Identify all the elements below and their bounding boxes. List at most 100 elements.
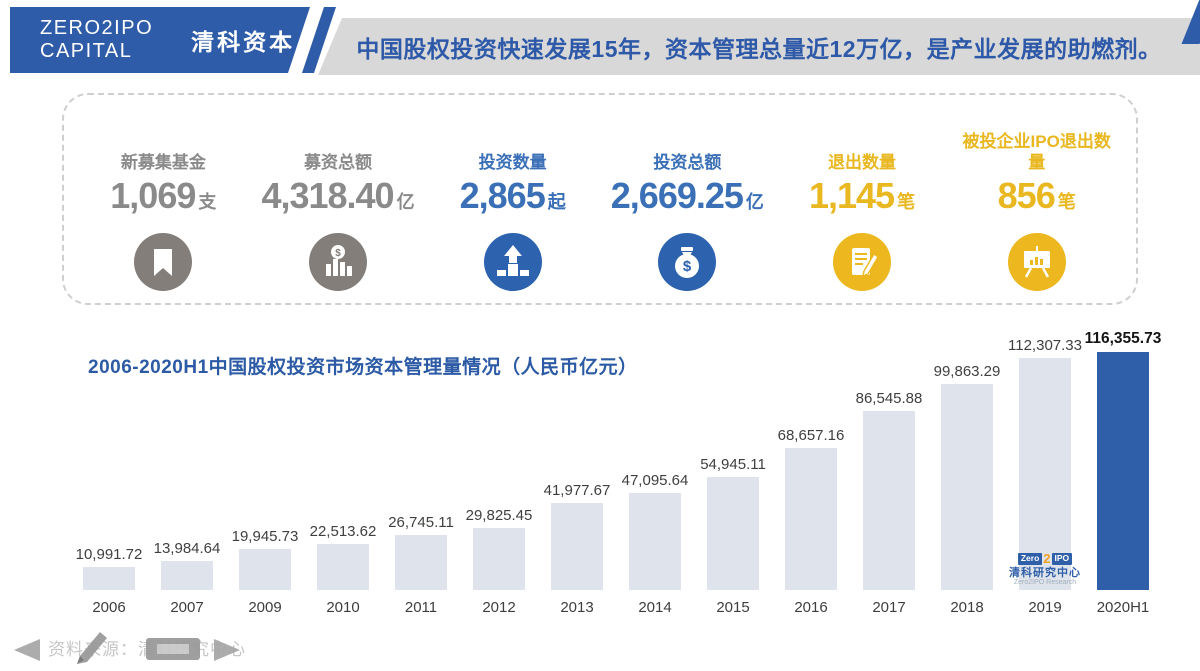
stat-label: 投资数量 xyxy=(478,152,547,172)
next-slide-arrow-icon[interactable] xyxy=(214,639,240,661)
stat-fundraising-total: 募资总额 4,318.40 亿 $ xyxy=(251,119,426,303)
stat-label: 募资总额 xyxy=(304,152,372,172)
chart-column: 47,095.64 2014 xyxy=(616,330,694,616)
bar-value-label: 10,991.72 xyxy=(75,546,143,563)
chart-column: 10,991.72 2006 xyxy=(70,330,148,616)
stat-investment-count: 投资数量 2,865 起 xyxy=(425,119,600,303)
research-logo-english: Zero2IPO Research xyxy=(1013,579,1077,587)
chart-bar xyxy=(239,549,291,590)
stat-unit: 起 xyxy=(547,192,566,212)
stat-number: 2,669.25 亿 xyxy=(611,175,764,217)
zero2ipo-logo: ZERO2IPO CAPITAL 清科资本 xyxy=(10,7,310,73)
logo-line2: CAPITAL xyxy=(40,40,133,62)
chart-title: 2006-2020H1中国股权投资市场资本管理量情况（人民币亿元） xyxy=(88,357,638,378)
chart-bar xyxy=(629,493,681,590)
chart-column: 54,945.11 2015 xyxy=(694,330,772,616)
stat-label: 退出数量 xyxy=(828,152,897,172)
contract-pen-icon xyxy=(833,233,892,296)
chart-bar xyxy=(317,544,369,590)
chart-bar xyxy=(941,384,993,590)
screen-tool-inner xyxy=(157,644,189,654)
bar-value-label: 29,825.45 xyxy=(465,507,533,524)
chart-bar xyxy=(707,477,759,590)
stat-unit: 笔 xyxy=(1057,192,1076,212)
chart-bar xyxy=(395,535,447,590)
bar-value-label: 26,745.11 xyxy=(388,514,454,531)
chart-bar xyxy=(473,528,525,590)
x-axis-tick-label: 2014 xyxy=(638,599,672,616)
key-stats-panel: 新募集基金 1,069 支 募资总额 4,318.40 亿 xyxy=(62,93,1138,305)
x-axis-tick-label: 2016 xyxy=(794,599,828,616)
stat-new-funds: 新募集基金 1,069 支 xyxy=(76,119,251,303)
capital-management-bar-chart: 10,991.72 2006 13,984.64 2007 19,945.73 2009 2… xyxy=(70,330,1162,630)
stat-number: 4,318.40 亿 xyxy=(261,175,414,217)
svg-text:$: $ xyxy=(683,258,692,275)
research-logo-badges: Zero 2 IPO xyxy=(1000,550,1090,566)
chart-bar xyxy=(161,561,213,590)
stat-unit: 亿 xyxy=(745,192,764,212)
chart-column: 26,745.11 2011 xyxy=(382,330,460,616)
chart-bar xyxy=(83,567,135,590)
stat-value: 2,669.25 xyxy=(610,175,744,216)
bar-value-label: 19,945.73 xyxy=(231,528,299,545)
chart-column: 41,977.67 2013 xyxy=(538,330,616,616)
stat-unit: 亿 xyxy=(396,192,415,212)
x-axis-tick-label: 2010 xyxy=(326,599,360,616)
bar-value-label: 41,977.67 xyxy=(543,482,611,499)
bar-value-label: 47,095.64 xyxy=(621,472,689,489)
research-logo-part: IPO xyxy=(1051,553,1073,565)
chart-bar: Zero 2 IPO 清科研究中心 Zero2IPO Research xyxy=(1009,358,1080,590)
x-axis-tick-label: 2007 xyxy=(170,599,204,616)
chart-column: 13,984.64 2007 xyxy=(148,330,226,616)
bookmark-icon xyxy=(134,233,193,296)
stat-label: 新募集基金 xyxy=(120,152,206,172)
chart-column: 19,945.73 2009 xyxy=(226,330,304,616)
logo-chinese: 清科资本 xyxy=(191,29,296,55)
chart-column: 86,545.88 2017 xyxy=(850,330,928,616)
svg-text:$: $ xyxy=(335,248,341,259)
research-logo-part: Zero xyxy=(1017,553,1043,565)
x-axis-tick-label: 2012 xyxy=(482,599,516,616)
x-axis-tick-label: 2013 xyxy=(560,599,594,616)
stat-unit: 支 xyxy=(198,192,217,212)
stat-number: 1,145 笔 xyxy=(809,175,915,217)
x-axis-tick-label: 2009 xyxy=(248,599,282,616)
chart-bar xyxy=(863,411,915,590)
logo-line1: ZERO2IPO xyxy=(40,17,154,39)
bar-value-label: 86,545.88 xyxy=(855,390,923,407)
chart-bar xyxy=(551,503,603,590)
pen-tool-icon[interactable] xyxy=(72,626,122,671)
x-axis-tick-label: 2011 xyxy=(404,599,438,616)
stat-ipo-exit-count: 被投企业IPO退出数量 856 笔 xyxy=(949,119,1124,303)
x-axis-tick-label: 2019 xyxy=(1028,599,1062,616)
stat-value: 1,069 xyxy=(110,175,196,216)
stat-number: 1,069 支 xyxy=(110,175,216,217)
stat-exit-count: 退出数量 1,145 笔 xyxy=(775,119,950,303)
stat-unit: 笔 xyxy=(897,192,916,212)
bar-value-label: 13,984.64 xyxy=(153,540,221,557)
money-bag-icon: $ xyxy=(658,233,717,296)
chart-column: 68,657.16 2016 xyxy=(772,330,850,616)
chart-column: 112,307.33 Zero 2 IPO 清科研究中心 Zero2IPO Researc… xyxy=(1006,330,1084,616)
bar-value-label: 54,945.11 xyxy=(700,456,766,473)
x-axis-tick-label: 2015 xyxy=(716,599,750,616)
screen-tool-icon[interactable] xyxy=(146,638,200,660)
bar-chart-dollar-icon: $ xyxy=(309,233,367,296)
chart-column: 99,863.29 2018 xyxy=(928,330,1006,616)
bar-value-label: 22,513.62 xyxy=(309,523,377,540)
bar-value-label: 68,657.16 xyxy=(777,427,845,444)
stat-investment-total: 投资总额 2,669.25 亿 $ xyxy=(600,119,775,303)
x-axis-tick-label: 2017 xyxy=(872,599,906,616)
bar-value-label: 112,307.33 xyxy=(1008,337,1082,354)
previous-slide-arrow-icon[interactable] xyxy=(14,639,40,661)
stat-number: 2,865 起 xyxy=(460,175,566,217)
bar-value-label: 116,355.73 xyxy=(1084,330,1162,347)
research-logo-part: 2 xyxy=(1043,550,1051,566)
presentation-board-icon xyxy=(1007,233,1066,296)
bars-container: 10,991.72 2006 13,984.64 2007 19,945.73 2009 2… xyxy=(70,330,1162,616)
stat-value: 2,865 xyxy=(459,175,546,216)
chart-column: 22,513.62 2010 xyxy=(304,330,382,616)
research-logo-chinese: 清科研究中心 xyxy=(1009,567,1081,580)
chart-column: 29,825.45 2012 xyxy=(460,330,538,616)
